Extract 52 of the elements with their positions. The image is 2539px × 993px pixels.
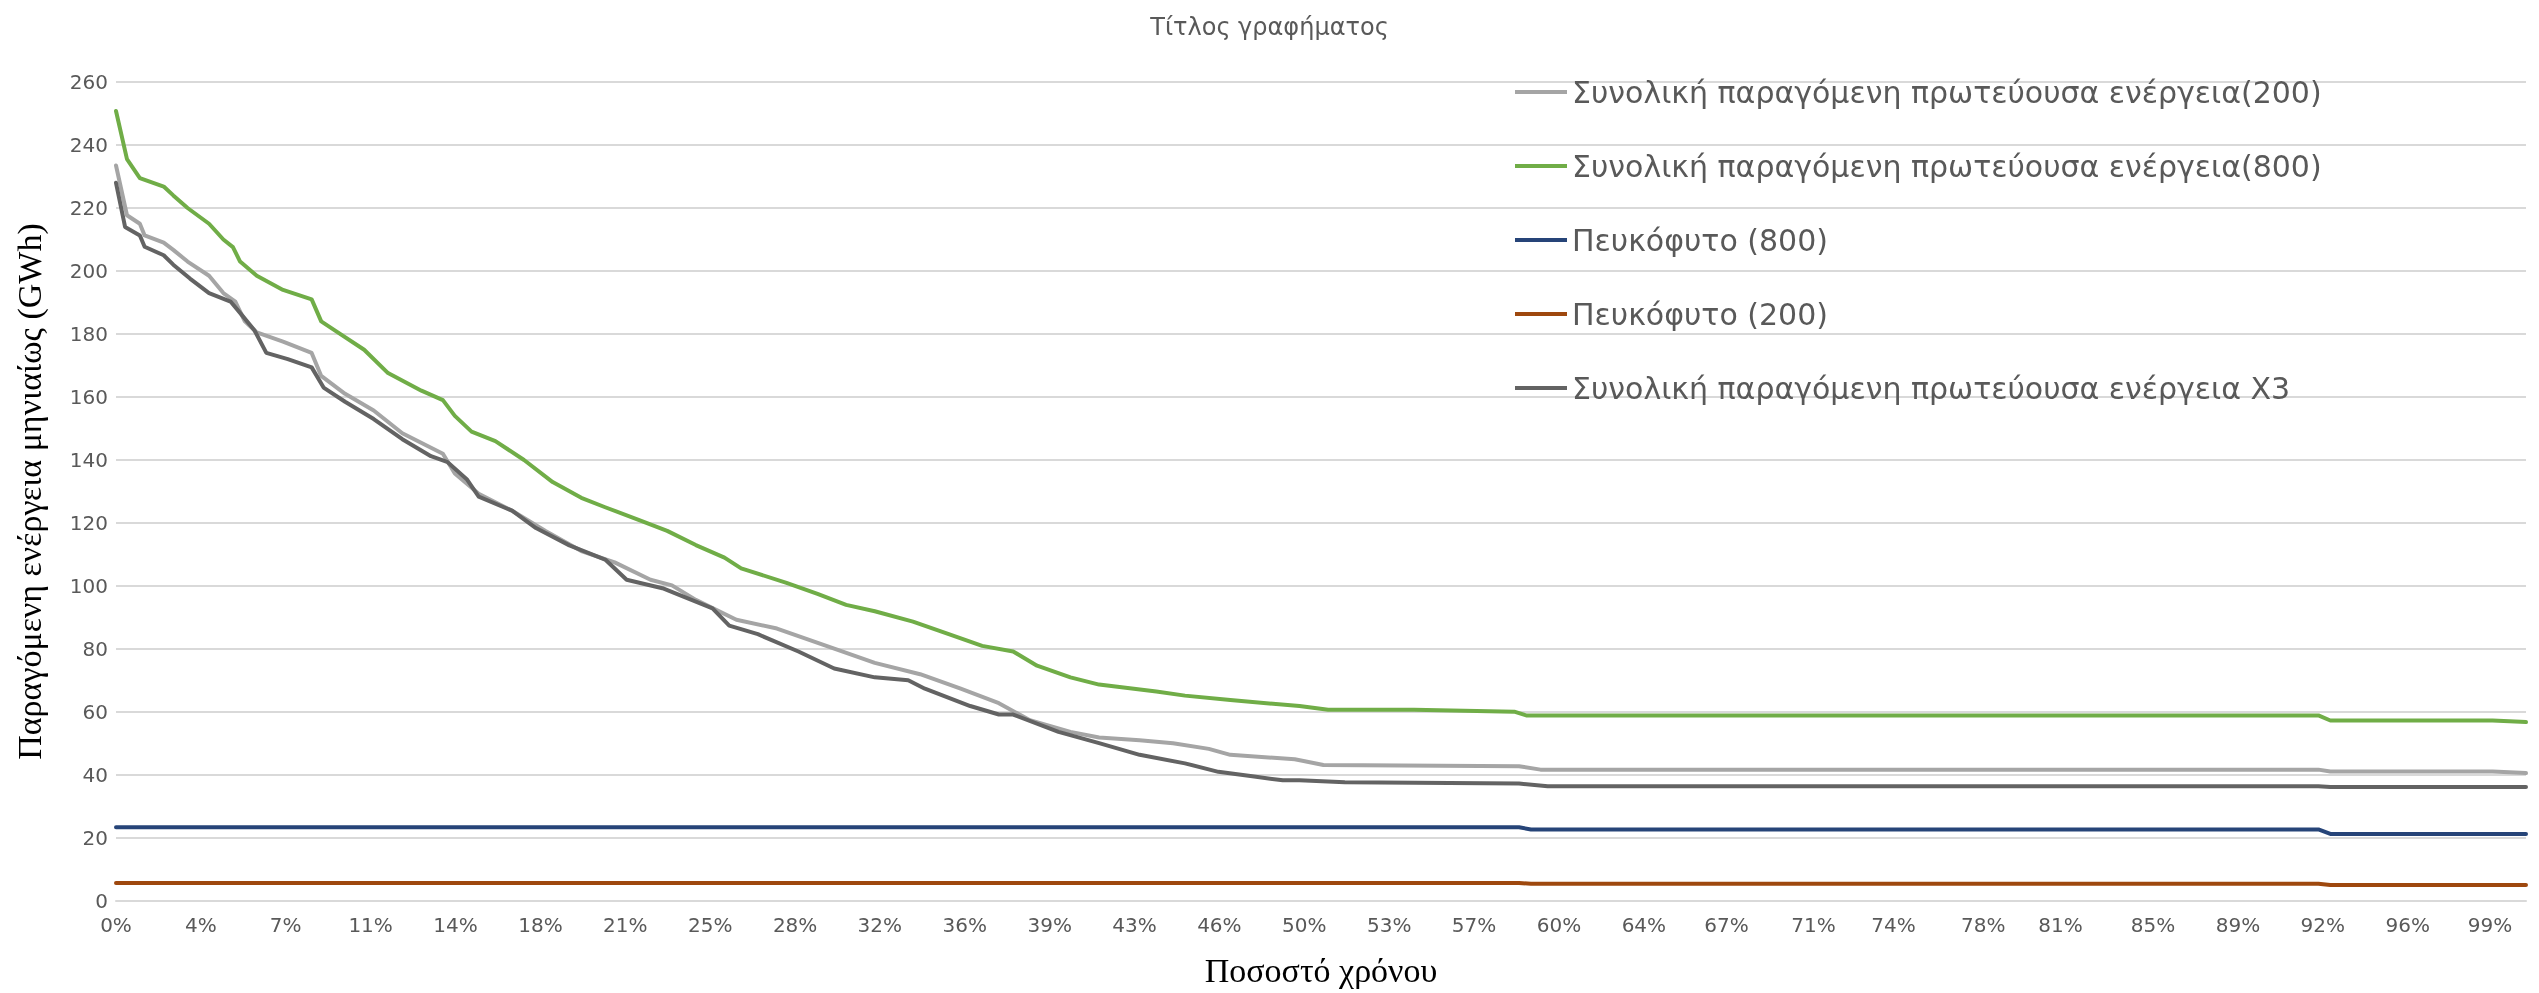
- y-tick-label: 100: [69, 574, 108, 598]
- x-tick-label: 85%: [2130, 913, 2176, 937]
- x-tick-label: 0%: [100, 913, 132, 937]
- x-tick-label: 11%: [348, 913, 393, 937]
- x-tick-label: 39%: [1027, 913, 1072, 937]
- x-tick-label: 18%: [518, 913, 563, 937]
- x-tick-label: 36%: [942, 913, 987, 937]
- x-tick-label: 64%: [1621, 913, 1667, 937]
- y-tick-label: 160: [69, 385, 108, 409]
- x-tick-label: 43%: [1112, 913, 1157, 937]
- x-tick-label: 14%: [433, 913, 478, 937]
- y-tick-label: 200: [69, 259, 108, 283]
- x-tick-label: 50%: [1282, 913, 1327, 937]
- x-tick-label: 4%: [185, 913, 217, 937]
- y-tick-label: 240: [69, 133, 108, 157]
- y-tick-label: 60: [82, 700, 108, 724]
- x-tick-label: 99%: [2467, 913, 2513, 937]
- x-tick-label: 46%: [1197, 913, 1242, 937]
- x-tick-label: 21%: [602, 913, 648, 937]
- x-tick-label: 67%: [1704, 913, 1749, 937]
- legend-label: Συνολική παραγόμενη πρωτεύουσα ενέργεια X3: [1572, 370, 2291, 406]
- x-tick-label: 57%: [1451, 913, 1497, 937]
- x-tick-label: 74%: [1871, 913, 1916, 937]
- legend-label: Πευκόφυτο (800): [1572, 222, 1828, 258]
- line-series: [114, 108, 2528, 725]
- y-tick-label: 120: [69, 511, 108, 535]
- x-axis-title: Ποσοστό χρόνου: [1204, 951, 1438, 989]
- x-tick-label: 89%: [2215, 913, 2261, 937]
- x-tick-label: 96%: [2385, 913, 2430, 937]
- y-tick-label: 0: [95, 889, 108, 913]
- x-tick-label: 7%: [269, 913, 302, 937]
- x-tick-label: 32%: [857, 913, 903, 937]
- legend-label: Συνολική παραγόμενη πρωτεύουσα ενέργεια(800): [1572, 148, 2322, 184]
- y-tick-label: 220: [69, 196, 108, 220]
- y-axis-title: Παραγόμενη ενέργεια μηνιαίως (GWh): [10, 223, 49, 760]
- x-tick-label: 28%: [772, 913, 818, 937]
- chart-title: Τίτλος γραφήματος: [1149, 13, 1389, 41]
- y-tick-label: 180: [69, 322, 108, 346]
- y-tick-label: 80: [82, 637, 108, 661]
- y-tick-label: 140: [69, 448, 108, 472]
- x-tick-label: 60%: [1536, 913, 1582, 937]
- x-tick-label: 81%: [2038, 913, 2083, 937]
- legend-label: Πευκόφυτο (200): [1572, 296, 1828, 332]
- x-tick-label: 25%: [687, 913, 733, 937]
- x-tick-label: 53%: [1367, 913, 1412, 937]
- y-tick-label: 260: [69, 70, 108, 94]
- legend-label: Συνολική παραγόμενη πρωτεύουσα ενέργεια(200): [1572, 74, 2322, 110]
- x-tick-label: 92%: [2300, 913, 2345, 937]
- x-tick-label: 78%: [1960, 913, 2006, 937]
- y-tick-label: 40: [82, 763, 108, 787]
- y-tick-label: 20: [82, 826, 108, 850]
- x-tick-label: 71%: [1791, 913, 1836, 937]
